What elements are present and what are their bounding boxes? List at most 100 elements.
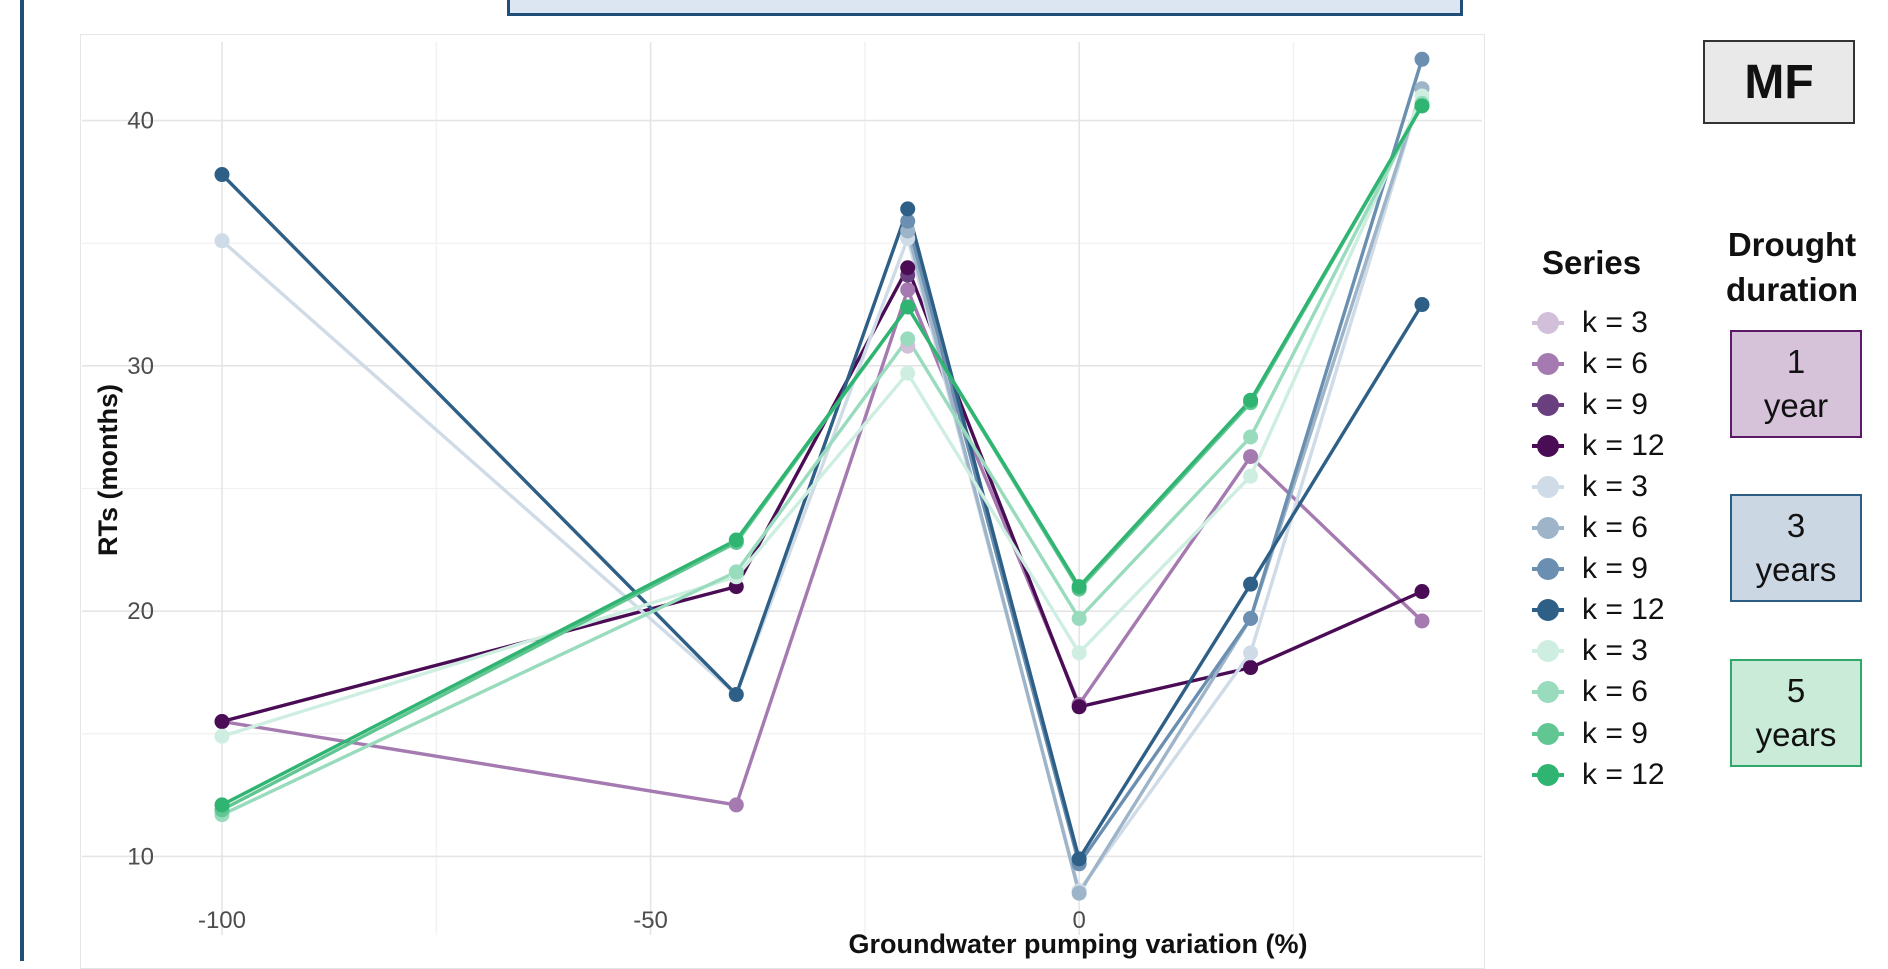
title-banner-box: [507, 0, 1463, 16]
x-tick-label: -50: [633, 907, 668, 934]
series-point: [900, 299, 916, 315]
series-point: [1243, 449, 1259, 465]
series-point: [1414, 584, 1430, 600]
legend-key-icon: [1530, 472, 1566, 502]
drought-box-number: 1: [1786, 343, 1806, 380]
drought-box-5-years: 5 years: [1730, 659, 1862, 767]
series-point: [1243, 610, 1259, 626]
drought-box-3-years: 3 years: [1730, 494, 1862, 602]
series-point: [900, 282, 916, 298]
series-point: [214, 728, 230, 744]
legend-key-icon: [1530, 349, 1566, 379]
series-point: [728, 687, 744, 703]
y-tick-label: 10: [127, 843, 154, 870]
drought-duration-title: Drought duration: [1706, 222, 1878, 312]
legend-item: k = 6: [1530, 672, 1730, 713]
legend-label: k = 12: [1582, 593, 1665, 627]
legend-item: k = 9: [1530, 713, 1730, 754]
legend-item: k = 3: [1530, 631, 1730, 672]
series-point: [1414, 98, 1430, 114]
series-point: [900, 331, 916, 347]
drought-box-unit: years: [1755, 716, 1837, 753]
legend-item: k = 9: [1530, 384, 1730, 425]
series-point: [728, 532, 744, 548]
series-line: [221, 95, 1424, 738]
legend-key-icon: [1530, 308, 1566, 338]
legend-key-icon: [1530, 719, 1566, 749]
x-tick-label: -100: [198, 907, 246, 934]
legend-label: k = 9: [1582, 387, 1648, 421]
series-point: [214, 233, 230, 249]
series-line: [906, 58, 1424, 866]
x-tick-label: 0: [1072, 907, 1085, 934]
legend-key-icon: [1530, 595, 1566, 625]
series-point: [1243, 392, 1259, 408]
series-lines: [220, 58, 1424, 895]
series-point: [214, 167, 230, 183]
series-point: [1071, 645, 1087, 661]
legend-key-icon: [1530, 390, 1566, 420]
series-point: [1243, 645, 1259, 661]
series-line: [906, 88, 1424, 895]
drought-title-line1: Drought: [1727, 226, 1857, 263]
legend-item: k = 6: [1530, 508, 1730, 549]
series-point: [900, 365, 916, 381]
y-tick-labels: 10 20 30 40: [127, 108, 154, 871]
series-point: [1243, 576, 1259, 592]
series-line: [221, 288, 1424, 807]
legend-key-icon: [1530, 760, 1566, 790]
series-point: [1243, 660, 1259, 676]
x-tick-labels: -100 -50 0: [198, 907, 1086, 934]
legend-label: k = 6: [1582, 511, 1648, 544]
legend-label: k = 3: [1582, 634, 1648, 668]
legend-label: k = 12: [1582, 428, 1665, 462]
legend-label: k = 9: [1582, 552, 1648, 586]
series-point: [1414, 297, 1430, 313]
panel-badge: MF: [1703, 40, 1855, 124]
series-point: [1414, 51, 1430, 67]
drought-box-unit: year: [1763, 387, 1829, 424]
legend-key-icon: [1530, 431, 1566, 461]
series-point: [1243, 468, 1259, 484]
legend-label: k = 3: [1582, 469, 1648, 503]
major-gridlines: [82, 42, 1482, 935]
legend-label: k = 12: [1582, 757, 1665, 791]
legend-item: k = 12: [1530, 590, 1730, 631]
y-tick-label: 30: [127, 353, 154, 380]
series-line: [220, 173, 1424, 861]
legend-key-icon: [1530, 636, 1566, 666]
legend-title: Series: [1542, 244, 1642, 281]
legend-key-icon: [1530, 513, 1566, 543]
series-point: [1243, 429, 1259, 445]
series-point: [728, 564, 744, 580]
series-line: [221, 102, 1424, 817]
series-point: [1071, 851, 1087, 867]
left-border-rule: [20, 0, 24, 961]
series-line: [220, 88, 1424, 893]
minor-gridlines: [82, 42, 1482, 935]
legend-key-icon: [1530, 677, 1566, 707]
legend-label: k = 9: [1582, 716, 1648, 750]
drought-box-unit: years: [1755, 551, 1837, 588]
legend-item: k = 12: [1530, 425, 1730, 466]
series-point: [214, 797, 230, 813]
series-point: [900, 260, 916, 276]
series-line: [221, 105, 1424, 807]
legend-item: k = 3: [1530, 302, 1730, 343]
drought-box-1-year: 1 year: [1730, 330, 1862, 438]
y-tick-label: 20: [127, 598, 154, 625]
legend-label: k = 3: [1582, 305, 1648, 339]
legend-item: k = 9: [1530, 549, 1730, 590]
legend-item: k = 3: [1530, 466, 1730, 507]
x-axis-label: Groundwater pumping variation (%): [848, 929, 1307, 959]
series-line: [221, 266, 1423, 724]
legend-label: k = 6: [1582, 346, 1648, 380]
drought-title-line2: duration: [1726, 271, 1858, 308]
series-point: [1071, 579, 1087, 595]
legend-label: k = 6: [1582, 675, 1648, 709]
series-point: [1071, 699, 1087, 715]
series-point: [900, 213, 916, 229]
drought-box-number: 5: [1786, 672, 1806, 709]
legend-key-icon: [1530, 554, 1566, 584]
